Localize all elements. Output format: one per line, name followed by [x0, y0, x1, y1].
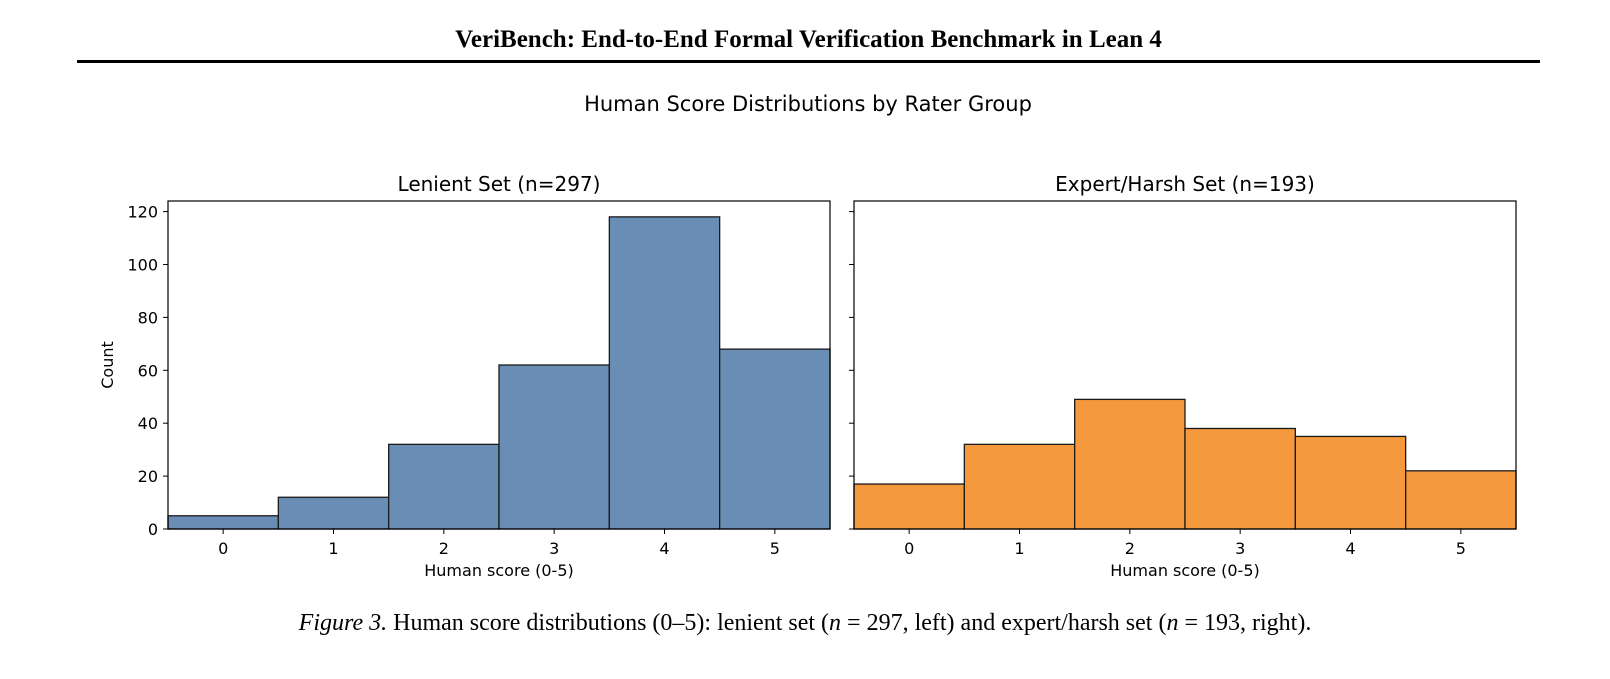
x-tick-label: 4: [1345, 539, 1355, 558]
y-tick-label: 40: [138, 414, 158, 433]
x-tick-label: 1: [1014, 539, 1024, 558]
x-tick-label: 1: [328, 539, 338, 558]
caption-eq-1: = 297, left) and expert/harsh set (: [841, 610, 1167, 636]
bar-4: [1294, 435, 1407, 530]
x-tick-label: 0: [218, 539, 228, 558]
bar-4: [608, 216, 721, 530]
paper-running-header: VeriBench: End-to-End Formal Verificatio…: [455, 26, 1162, 53]
plot-frame: [853, 200, 1517, 530]
caption-var-2: n: [1166, 610, 1179, 636]
caption-eq-2: = 193, right).: [1178, 610, 1312, 636]
plot-frame: [167, 200, 831, 530]
bar-5: [719, 348, 831, 530]
header-rule: [77, 60, 1540, 63]
figure-suptitle: Human Score Distributions by Rater Group: [584, 92, 1032, 116]
bar-3: [498, 364, 610, 530]
bar-3: [1184, 427, 1296, 530]
lenient-histogram-panel: 0 1 2 3 4 5 0 20 40 60 80 100 120 Lenient Set (n=297)…: [98, 172, 831, 580]
panel-title: Lenient Set (n=297): [398, 172, 601, 196]
expert-histogram-panel: 0 1 2 3 4 5 Expert/Harsh Set (n=193) Human scor…: [849, 172, 1517, 580]
bar-5: [1405, 470, 1517, 530]
caption-text-1: Human score distributions (0–5): lenient…: [393, 610, 830, 636]
y-tick-label: 120: [127, 203, 158, 222]
x-tick-label: 3: [549, 539, 559, 558]
x-axis-label: Human score (0-5): [1110, 561, 1259, 580]
caption-var-1: n: [829, 610, 842, 636]
figure-caption: Figure 3. Human score distributions (0–5…: [0, 610, 1610, 637]
y-tick-label: 80: [138, 308, 158, 327]
panel-title: Expert/Harsh Set (n=193): [1055, 172, 1315, 196]
y-tick-label: 100: [127, 255, 158, 274]
histogram-figure: Human Score Distributions by Rater Group…: [98, 92, 1517, 580]
x-tick-label: 2: [439, 539, 449, 558]
bar-1: [963, 443, 1076, 530]
x-tick-label: 4: [659, 539, 669, 558]
x-tick-label: 5: [770, 539, 780, 558]
y-tick-label: 20: [138, 467, 158, 486]
y-axis-label: Count: [98, 341, 117, 389]
x-tick-label: 5: [1456, 539, 1466, 558]
x-tick-label: 2: [1125, 539, 1135, 558]
x-axis-label: Human score (0-5): [424, 561, 573, 580]
bar-2: [388, 443, 500, 530]
caption-label: Figure 3.: [298, 610, 388, 636]
y-tick-label: 0: [148, 520, 158, 539]
bar-0: [167, 515, 279, 530]
bar-0: [853, 483, 965, 530]
bar-2: [1074, 398, 1186, 530]
x-tick-label: 0: [904, 539, 914, 558]
x-tick-label: 3: [1235, 539, 1245, 558]
y-tick-label: 60: [138, 361, 158, 380]
bar-1: [277, 496, 390, 530]
